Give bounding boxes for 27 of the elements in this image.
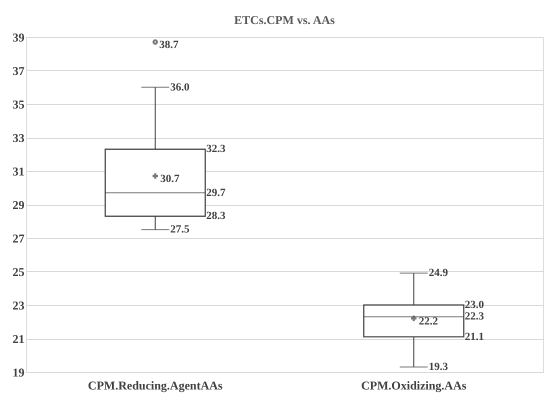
annotation: 27.5 bbox=[170, 224, 190, 236]
y-tick-label: 21 bbox=[12, 332, 24, 346]
x-tick-label: CPM.Oxidizing.AAs bbox=[361, 378, 467, 392]
annotation: 38.7 bbox=[159, 39, 179, 52]
annotation: 21.1 bbox=[464, 330, 484, 343]
y-tick-label: 23 bbox=[12, 298, 24, 312]
y-tick-label: 29 bbox=[12, 198, 24, 212]
annotation: 28.3 bbox=[206, 210, 226, 222]
annotation: 32.3 bbox=[206, 143, 226, 156]
annotation: 23.0 bbox=[464, 299, 484, 311]
annotation: 36.0 bbox=[170, 81, 190, 94]
annotation: 30.7 bbox=[160, 173, 180, 186]
y-tick-label: 25 bbox=[12, 265, 24, 279]
annotation: 22.3 bbox=[464, 310, 484, 323]
annotation: 19.3 bbox=[428, 360, 448, 373]
y-tick-label: 39 bbox=[12, 30, 24, 44]
annotation: 24.9 bbox=[428, 267, 448, 280]
y-tick-label: 19 bbox=[12, 366, 24, 380]
annotation: 22.2 bbox=[418, 315, 438, 328]
x-tick-label: CPM.Reducing.AgentAAs bbox=[88, 378, 223, 392]
annotation: 29.7 bbox=[206, 186, 226, 199]
chart-title: ETCs.CPM vs. AAs bbox=[234, 13, 336, 27]
y-tick-label: 37 bbox=[12, 64, 24, 78]
y-tick-label: 33 bbox=[12, 131, 24, 145]
y-tick-label: 35 bbox=[12, 98, 24, 112]
y-tick-label: 31 bbox=[12, 164, 24, 178]
y-tick-label: 27 bbox=[12, 232, 24, 246]
